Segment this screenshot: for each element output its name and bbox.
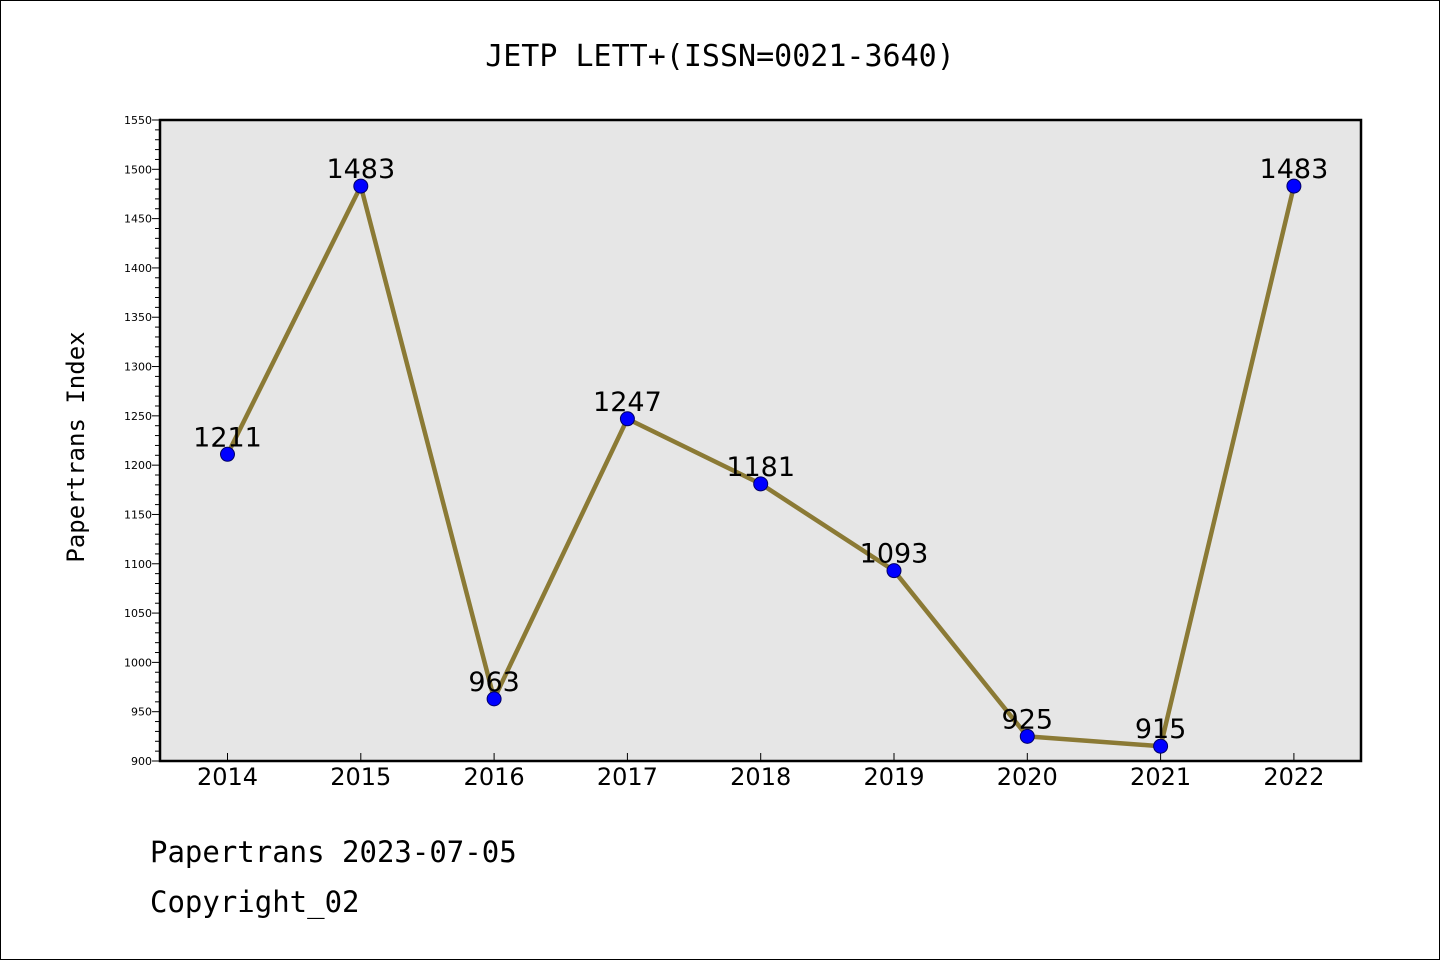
data-label: 1093 [860,539,929,570]
data-point [1019,728,1035,744]
data-point [220,446,235,462]
y-tick-label: 1000 [124,656,152,669]
y-axis-label: Papertrans Index [62,331,90,562]
plot-area [158,118,1363,763]
y-tick-label: 1150 [124,508,152,521]
data-label: 1483 [326,154,395,185]
y-tick-label: 1550 [124,114,152,127]
footer-date: Papertrans 2023-07-05 [150,835,517,869]
x-tick-label: 2014 [197,763,258,791]
y-tick-label: 1350 [124,311,152,324]
data-point [886,563,902,579]
data-label: 1247 [593,387,662,418]
x-tick-label: 2015 [330,763,391,791]
data-label: 1181 [726,452,795,483]
x-tick-label: 2021 [1130,763,1191,791]
data-point [1153,738,1169,754]
y-tick-label: 1400 [124,262,152,275]
data-point [753,476,769,492]
x-tick-label: 2018 [730,763,791,791]
x-tick-label: 2020 [997,763,1058,791]
footer-copyright: Copyright_02 [150,885,360,919]
data-label: 963 [468,667,520,698]
y-tick-label: 1500 [124,163,152,176]
y-tick-label: 1300 [124,361,152,374]
x-tick-label: 2022 [1263,763,1324,791]
chart-title: JETP LETT+(ISSN=0021-3640) [485,39,955,74]
y-axis: 900 950 1000 1050 1100 1150 1200 1250 1300 1350 14… [124,114,160,768]
y-tick-label: 900 [131,755,152,768]
data-point [486,691,502,707]
data-label: 1211 [193,422,262,453]
y-tick-label: 1050 [124,607,152,620]
y-tick-label: 1100 [124,558,152,571]
series-group: 1211 1483 963 1247 1181 1093 925 915 1483 [193,154,1329,754]
y-tick-label: 1450 [124,213,152,226]
data-label: 915 [1135,714,1187,745]
data-label: 925 [1002,704,1054,735]
data-point [353,178,369,194]
data-point [1286,178,1302,194]
y-tick-label: 1200 [124,459,152,472]
x-tick-label: 2019 [863,763,924,791]
y-tick-label: 1250 [124,410,152,423]
x-tick-label: 2017 [597,763,658,791]
y-tick-label: 950 [131,706,152,719]
data-label: 1483 [1260,154,1329,185]
data-point [619,411,635,427]
x-tick-label: 2016 [464,763,525,791]
x-axis: 2014 2015 2016 2017 2018 2019 2020 2021 2022 [197,753,1324,791]
